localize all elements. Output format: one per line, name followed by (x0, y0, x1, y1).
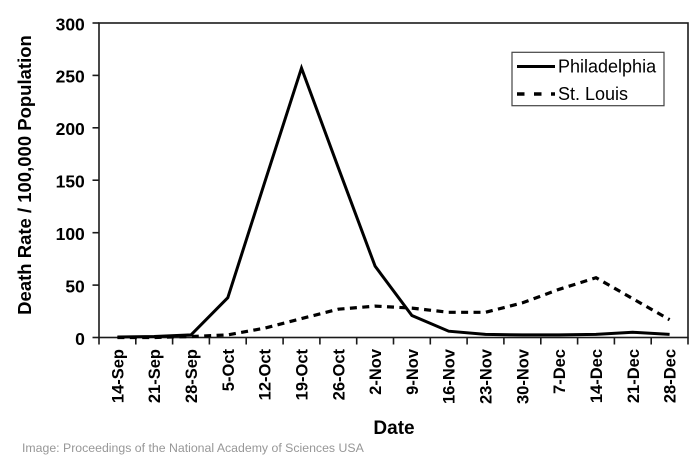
svg-text:7-Dec: 7-Dec (551, 349, 569, 394)
svg-text:Image: Proceedings of the Nati: Image: Proceedings of the National Acade… (22, 441, 365, 455)
svg-text:14-Dec: 14-Dec (588, 349, 606, 403)
svg-text:26-Oct: 26-Oct (330, 349, 348, 401)
svg-text:200: 200 (56, 119, 85, 139)
svg-text:100: 100 (56, 224, 85, 244)
svg-text:Death Rate / 100,000 Populatio: Death Rate / 100,000 Population (14, 35, 35, 315)
svg-text:16-Nov: 16-Nov (441, 348, 459, 404)
svg-text:23-Nov: 23-Nov (478, 348, 496, 404)
svg-text:5-Oct: 5-Oct (220, 349, 238, 392)
svg-text:0: 0 (75, 329, 85, 349)
svg-text:150: 150 (56, 172, 85, 192)
svg-text:300: 300 (56, 14, 85, 34)
svg-text:12-Oct: 12-Oct (257, 349, 275, 401)
svg-text:2-Nov: 2-Nov (367, 348, 385, 395)
svg-text:19-Oct: 19-Oct (294, 349, 312, 401)
svg-text:30-Nov: 30-Nov (514, 348, 532, 404)
svg-text:14-Sep: 14-Sep (109, 349, 127, 403)
svg-text:21-Sep: 21-Sep (146, 349, 164, 403)
svg-text:21-Dec: 21-Dec (625, 349, 643, 403)
svg-text:250: 250 (56, 67, 85, 87)
svg-text:28-Sep: 28-Sep (183, 349, 201, 403)
svg-text:50: 50 (65, 276, 85, 296)
svg-text:9-Nov: 9-Nov (404, 348, 422, 395)
svg-text:St. Louis: St. Louis (558, 84, 628, 104)
svg-text:Date: Date (373, 418, 414, 439)
svg-text:28-Dec: 28-Dec (662, 349, 680, 403)
svg-text:Philadelphia: Philadelphia (558, 57, 657, 77)
